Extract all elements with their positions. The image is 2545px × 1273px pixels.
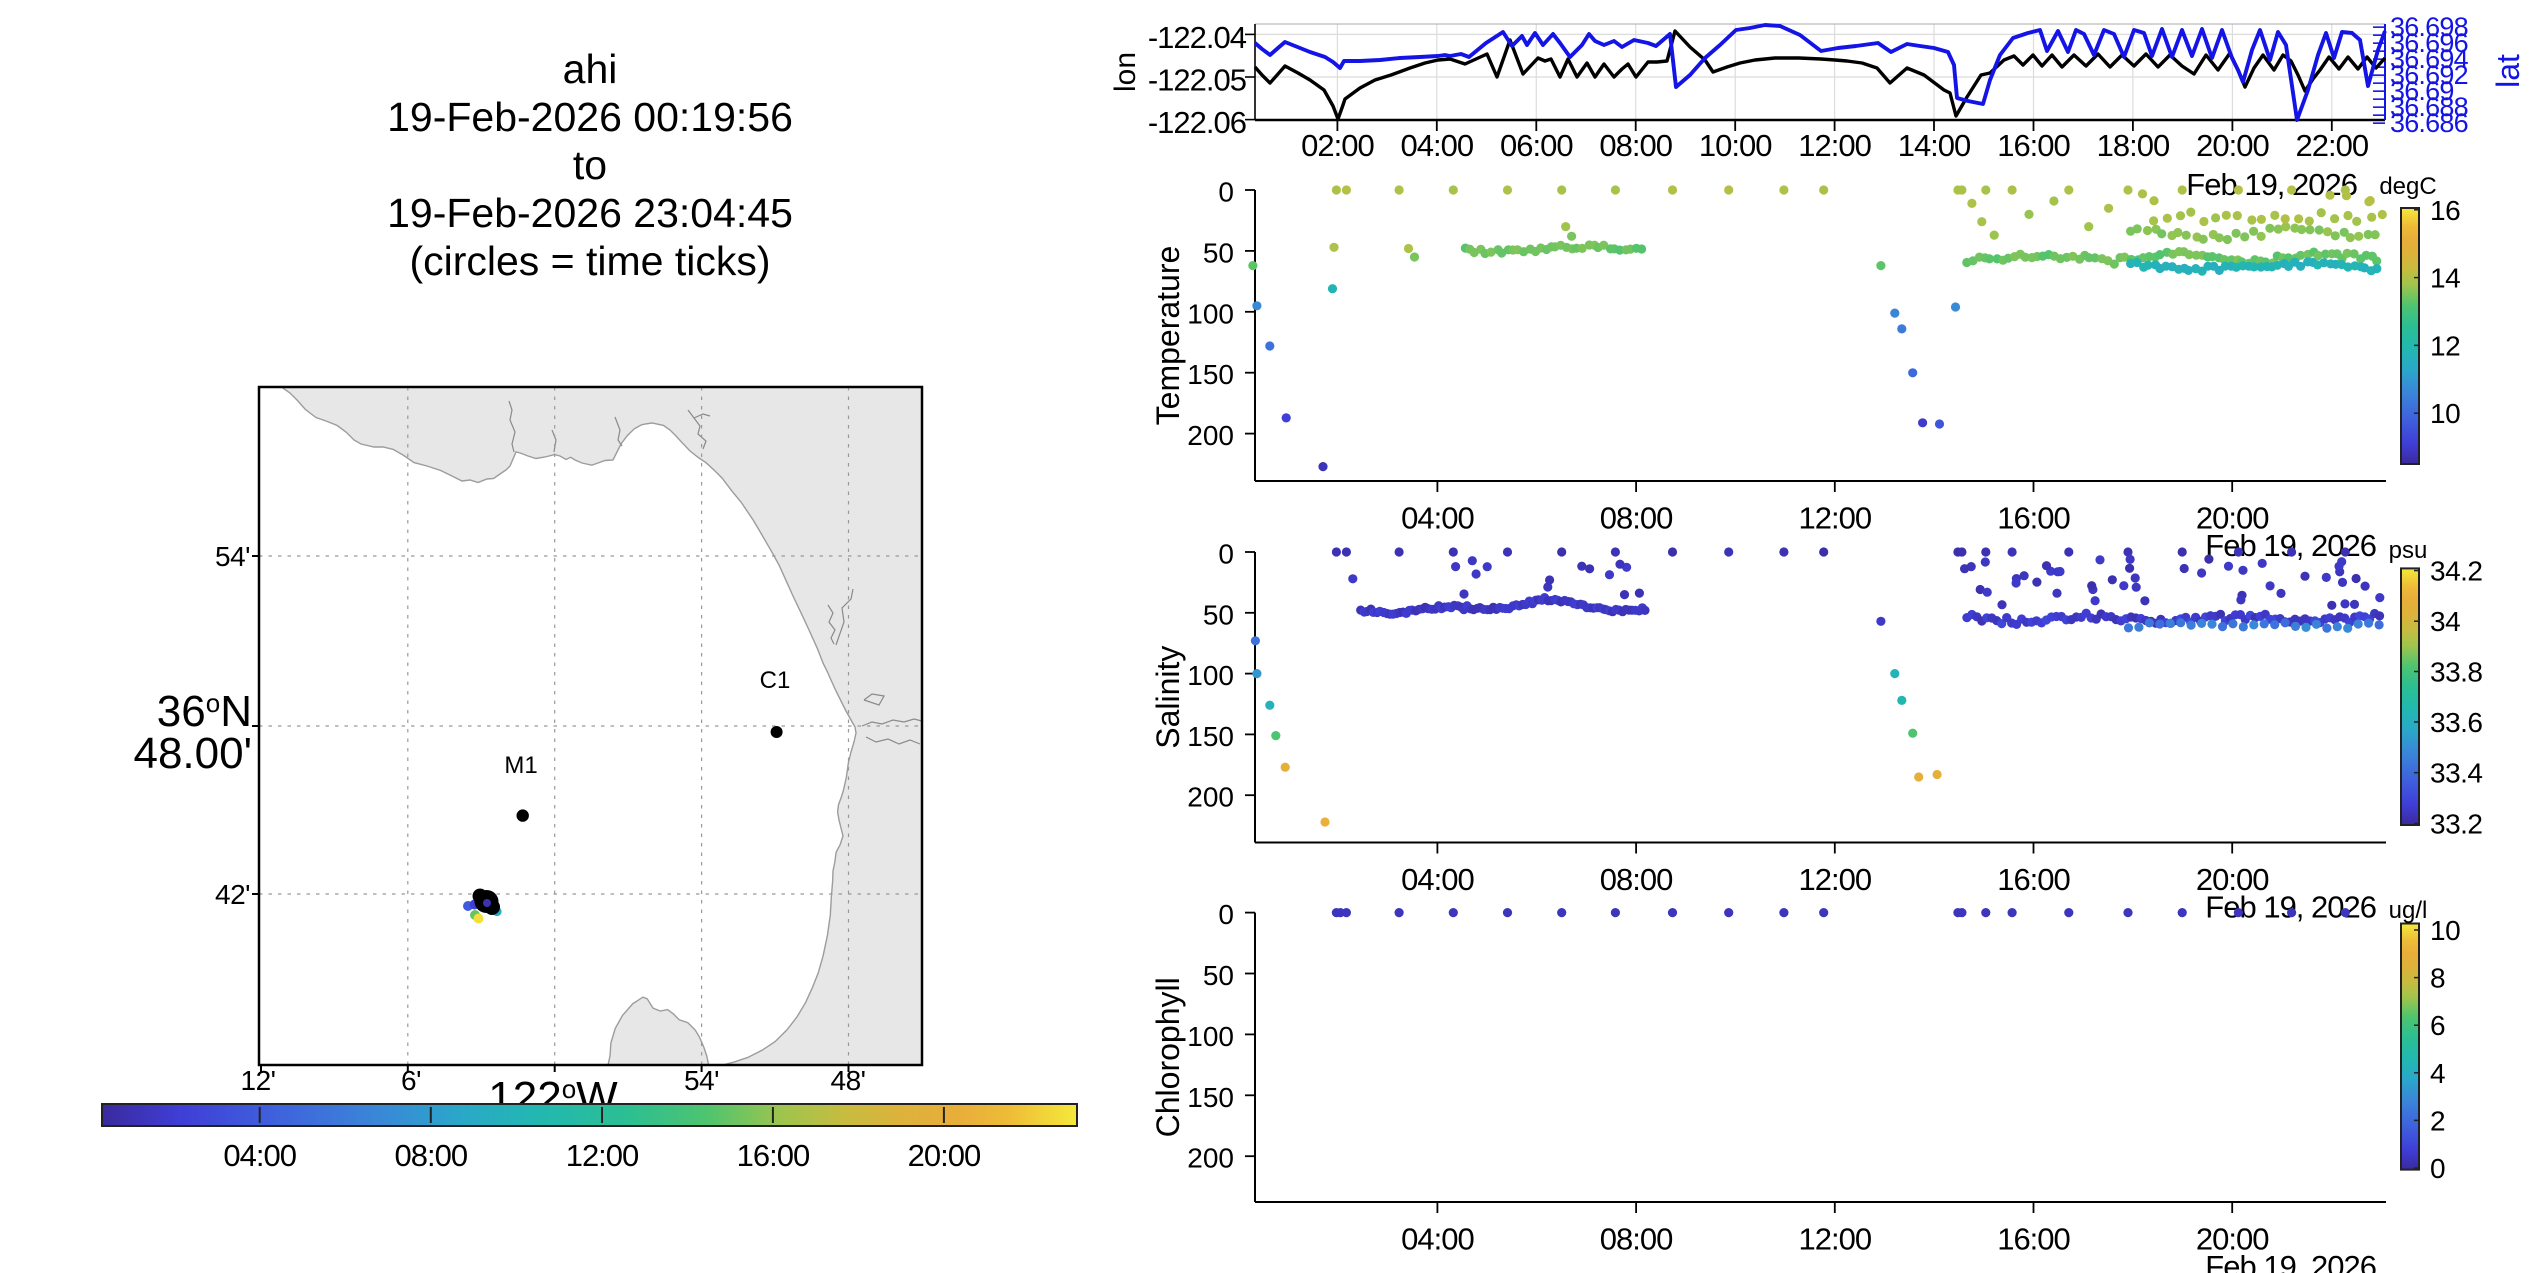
svg-text:4: 4 xyxy=(2430,1058,2445,1089)
svg-text:12': 12' xyxy=(241,1065,276,1096)
svg-text:48': 48' xyxy=(831,1065,866,1096)
svg-text:08:00: 08:00 xyxy=(395,1138,468,1173)
svg-text:08:00: 08:00 xyxy=(1600,862,1673,897)
svg-text:34.2: 34.2 xyxy=(2430,556,2483,587)
svg-text:19-Feb-2026 23:04:45: 19-Feb-2026 23:04:45 xyxy=(387,190,793,236)
svg-text:48.00': 48.00' xyxy=(133,729,252,778)
svg-text:150: 150 xyxy=(1187,359,1234,390)
svg-text:54': 54' xyxy=(684,1065,719,1096)
svg-text:34: 34 xyxy=(2430,606,2460,637)
svg-text:36.694: 36.694 xyxy=(2390,44,2469,74)
svg-text:lon: lon xyxy=(1109,52,1142,92)
svg-text:33.4: 33.4 xyxy=(2430,758,2483,789)
svg-text:36.688: 36.688 xyxy=(2390,92,2468,122)
svg-text:04:00: 04:00 xyxy=(1401,862,1474,897)
svg-text:(circles = time ticks): (circles = time ticks) xyxy=(409,238,770,284)
svg-text:36oN: 36oN xyxy=(157,687,252,736)
svg-text:20:00: 20:00 xyxy=(908,1138,981,1173)
svg-text:19-Feb-2026 00:19:56: 19-Feb-2026 00:19:56 xyxy=(387,94,793,140)
svg-text:ug/l: ug/l xyxy=(2389,897,2428,924)
svg-text:36.698: 36.698 xyxy=(2390,12,2468,42)
svg-text:Chlorophyll: Chlorophyll xyxy=(1150,977,1186,1137)
svg-text:54': 54' xyxy=(215,541,250,572)
svg-text:16:00: 16:00 xyxy=(1997,501,2070,536)
svg-text:08:00: 08:00 xyxy=(1600,1222,1673,1257)
svg-text:100: 100 xyxy=(1187,298,1234,329)
svg-text:8: 8 xyxy=(2430,963,2445,994)
svg-text:12:00: 12:00 xyxy=(566,1138,639,1173)
svg-text:C1: C1 xyxy=(760,667,791,694)
svg-text:36.69: 36.69 xyxy=(2390,76,2454,106)
svg-text:2: 2 xyxy=(2430,1105,2445,1136)
svg-text:-122.04: -122.04 xyxy=(1148,20,1247,55)
svg-text:100: 100 xyxy=(1187,1021,1234,1052)
svg-text:20:00: 20:00 xyxy=(2196,1222,2269,1257)
svg-text:ahi: ahi xyxy=(563,46,618,92)
svg-text:18:00: 18:00 xyxy=(2097,128,2170,163)
svg-text:22:00: 22:00 xyxy=(2296,128,2369,163)
svg-text:150: 150 xyxy=(1187,721,1234,752)
svg-text:06:00: 06:00 xyxy=(1500,128,1573,163)
svg-text:14: 14 xyxy=(2430,263,2460,294)
svg-text:10: 10 xyxy=(2430,398,2460,429)
svg-text:Feb 19, 2026: Feb 19, 2026 xyxy=(2205,1249,2376,1273)
svg-text:36.692: 36.692 xyxy=(2390,60,2468,90)
svg-text:16:00: 16:00 xyxy=(1997,128,2070,163)
svg-text:04:00: 04:00 xyxy=(1401,1222,1474,1257)
svg-text:M1: M1 xyxy=(504,752,537,779)
svg-text:12:00: 12:00 xyxy=(1799,501,1872,536)
svg-text:33.8: 33.8 xyxy=(2430,657,2483,688)
svg-text:10: 10 xyxy=(2430,915,2460,946)
svg-text:50: 50 xyxy=(1203,237,1234,268)
svg-text:6': 6' xyxy=(401,1065,421,1096)
svg-text:36.686: 36.686 xyxy=(2390,108,2468,138)
svg-text:Feb 19, 2026: Feb 19, 2026 xyxy=(2205,528,2376,563)
svg-text:Feb 19, 2026: Feb 19, 2026 xyxy=(2205,890,2376,925)
svg-text:08:00: 08:00 xyxy=(1599,128,1672,163)
svg-text:10:00: 10:00 xyxy=(1699,128,1772,163)
svg-text:6: 6 xyxy=(2430,1010,2445,1041)
svg-text:0: 0 xyxy=(2430,1153,2445,1184)
svg-text:100: 100 xyxy=(1187,660,1234,691)
svg-text:lat: lat xyxy=(2490,54,2526,88)
svg-text:psu: psu xyxy=(2389,537,2428,564)
svg-text:20:00: 20:00 xyxy=(2196,862,2269,897)
svg-text:12:00: 12:00 xyxy=(1798,128,1871,163)
svg-text:to: to xyxy=(573,142,607,188)
svg-text:degC: degC xyxy=(2379,173,2436,200)
svg-text:12:00: 12:00 xyxy=(1799,1222,1872,1257)
svg-text:02:00: 02:00 xyxy=(1301,128,1374,163)
svg-text:04:00: 04:00 xyxy=(1401,128,1474,163)
svg-text:150: 150 xyxy=(1187,1082,1234,1113)
svg-text:12:00: 12:00 xyxy=(1799,862,1872,897)
svg-text:33.6: 33.6 xyxy=(2430,707,2483,738)
svg-text:04:00: 04:00 xyxy=(223,1138,296,1173)
svg-text:0: 0 xyxy=(1218,539,1234,570)
svg-text:50: 50 xyxy=(1203,960,1234,991)
svg-text:04:00: 04:00 xyxy=(1401,501,1474,536)
svg-text:20:00: 20:00 xyxy=(2196,128,2269,163)
svg-text:16:00: 16:00 xyxy=(1997,862,2070,897)
svg-text:14:00: 14:00 xyxy=(1898,128,1971,163)
svg-text:20:00: 20:00 xyxy=(2196,501,2269,536)
svg-text:16: 16 xyxy=(2430,195,2460,226)
svg-text:50: 50 xyxy=(1203,599,1234,630)
svg-text:36.696: 36.696 xyxy=(2390,28,2468,58)
svg-text:-122.06: -122.06 xyxy=(1148,105,1246,140)
svg-text:Salinity: Salinity xyxy=(1150,646,1186,749)
svg-text:Temperature: Temperature xyxy=(1150,246,1186,426)
svg-text:200: 200 xyxy=(1187,1143,1234,1174)
svg-text:12: 12 xyxy=(2430,330,2460,361)
svg-text:200: 200 xyxy=(1187,782,1234,813)
svg-text:16:00: 16:00 xyxy=(737,1138,810,1173)
svg-text:16:00: 16:00 xyxy=(1997,1222,2070,1257)
svg-text:-122.05: -122.05 xyxy=(1148,63,1246,98)
svg-text:33.2: 33.2 xyxy=(2430,809,2483,840)
svg-text:0: 0 xyxy=(1218,177,1234,208)
svg-text:200: 200 xyxy=(1187,420,1234,451)
svg-text:0: 0 xyxy=(1218,899,1234,930)
svg-text:42': 42' xyxy=(215,879,250,910)
svg-text:08:00: 08:00 xyxy=(1600,501,1673,536)
